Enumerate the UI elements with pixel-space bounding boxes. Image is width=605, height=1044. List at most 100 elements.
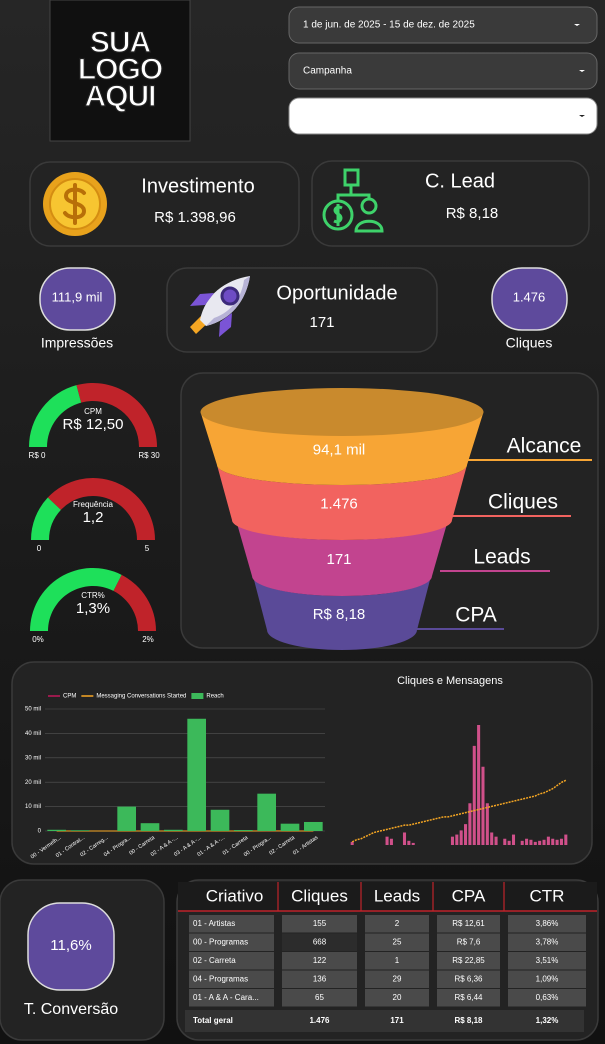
series-line: [351, 779, 567, 843]
table-cell-text: 3,51%: [536, 956, 559, 965]
table-cell: [189, 933, 274, 951]
bar: [280, 823, 300, 831]
filter-label: Campanha: [303, 66, 352, 77]
funnel-stage-name: CPA: [455, 604, 497, 627]
filter-label: 1 de jun. de 2025 - 15 de dez. de 2025: [303, 20, 475, 31]
gauge-title: Frequência: [73, 500, 114, 509]
coin-icon: [43, 172, 107, 236]
table-cell-text: 3,78%: [536, 938, 559, 947]
table-cell-text: 29: [393, 975, 402, 984]
table-cell: [189, 952, 274, 970]
table-cell: [365, 952, 429, 970]
legend-label: Messaging Conversations Started: [96, 694, 186, 700]
bar: [385, 836, 389, 845]
bar: [210, 809, 230, 831]
table-total: Total geral: [193, 1016, 233, 1025]
gauge-min: R$ 0: [29, 451, 46, 460]
kpi-label: Investimento: [141, 175, 254, 197]
bar: [507, 840, 511, 845]
bar: [389, 838, 393, 845]
bar: [234, 830, 253, 831]
kpi-label: T. Conversão: [24, 1001, 118, 1018]
bar: [559, 838, 563, 845]
bar: [459, 830, 463, 845]
campaign-filter[interactable]: [288, 52, 598, 90]
table-cell: [437, 933, 500, 951]
gauge-min: 0: [37, 544, 42, 553]
adset-filter[interactable]: [288, 97, 598, 135]
bar: [481, 766, 485, 845]
y-tick-label: 40 mil: [25, 731, 41, 737]
bar: [468, 803, 472, 845]
table-cell-text: 04 - Programas: [193, 975, 248, 984]
y-tick-label: 20 mil: [25, 780, 41, 786]
filter-label: Conjunto: [303, 111, 343, 122]
dropdown-arrow: [579, 115, 585, 117]
date-filter[interactable]: [288, 6, 598, 44]
bar: [520, 840, 524, 845]
charts-card: [11, 661, 593, 865]
table-cell: [508, 933, 586, 951]
kpi-value: 11,6%: [50, 937, 91, 954]
table-cell-text: 1: [395, 956, 400, 965]
table-cell-text: R$ 12,61: [452, 919, 485, 928]
table-cell: [365, 970, 429, 988]
table-cell-text: 136: [313, 975, 327, 984]
legend-swatch: [191, 693, 204, 699]
table-cell: [282, 915, 357, 933]
funnel-value: 1.476: [320, 495, 358, 512]
rocket-icon: [190, 276, 250, 337]
table-cell-text: 20: [393, 993, 402, 1002]
kpi-value: 1.476: [513, 289, 546, 304]
table-cell: [437, 952, 500, 970]
y-tick-label: 0: [38, 829, 42, 835]
bar: [450, 836, 454, 845]
funnel-stage-name: Alcance: [507, 435, 582, 458]
y-tick-label: 30 mil: [25, 755, 41, 761]
gauge-max: R$ 30: [138, 451, 160, 460]
bar: [546, 836, 550, 845]
table-cell-text: 2: [395, 919, 400, 928]
impressions-badge: [39, 267, 116, 331]
table-cell: [508, 952, 586, 970]
funnel-layer: [236, 520, 448, 596]
kpi-label: Cliques: [506, 335, 553, 351]
kpi-value: R$ 8,18: [446, 205, 499, 222]
gauge-track: [113, 574, 156, 631]
table-cell: [365, 915, 429, 933]
table-cell: [365, 933, 429, 951]
table-cell-text: 0,63%: [536, 993, 559, 1002]
table-cell-text: 1,09%: [536, 975, 559, 984]
table-header: Criativo: [206, 886, 264, 905]
bar: [490, 832, 494, 845]
bar: [525, 838, 529, 845]
bar: [529, 839, 533, 845]
bar: [455, 834, 459, 845]
gauge-value: [31, 497, 61, 540]
dropdown-arrow: [579, 70, 585, 72]
gauge-title: CPM: [84, 407, 102, 416]
table-total: 1,32%: [536, 1016, 559, 1025]
table-header: CPA: [452, 886, 486, 905]
table-cell-text: R$ 6,36: [454, 975, 483, 984]
table-total-bg: [185, 1010, 584, 1032]
table-cell-text: R$ 22,85: [452, 956, 485, 965]
table-cell: [189, 970, 274, 988]
bar: [350, 841, 354, 845]
bar: [407, 840, 411, 845]
table-cell-text: 668: [313, 938, 327, 947]
bar: [538, 840, 542, 845]
bar: [140, 823, 160, 831]
dropdown-arrow: [574, 24, 580, 26]
bar: [472, 745, 476, 845]
logo-box: [49, 0, 191, 142]
kpi-value: R$ 1.398,96: [154, 209, 236, 226]
table-cell: [437, 915, 500, 933]
table-cell-text: 3,86%: [536, 919, 559, 928]
funnel-value: 94,1 mil: [313, 441, 366, 458]
bar: [257, 793, 276, 831]
gauge-track: [76, 383, 157, 447]
table-cell: [282, 989, 357, 1007]
table-cell: [508, 989, 586, 1007]
